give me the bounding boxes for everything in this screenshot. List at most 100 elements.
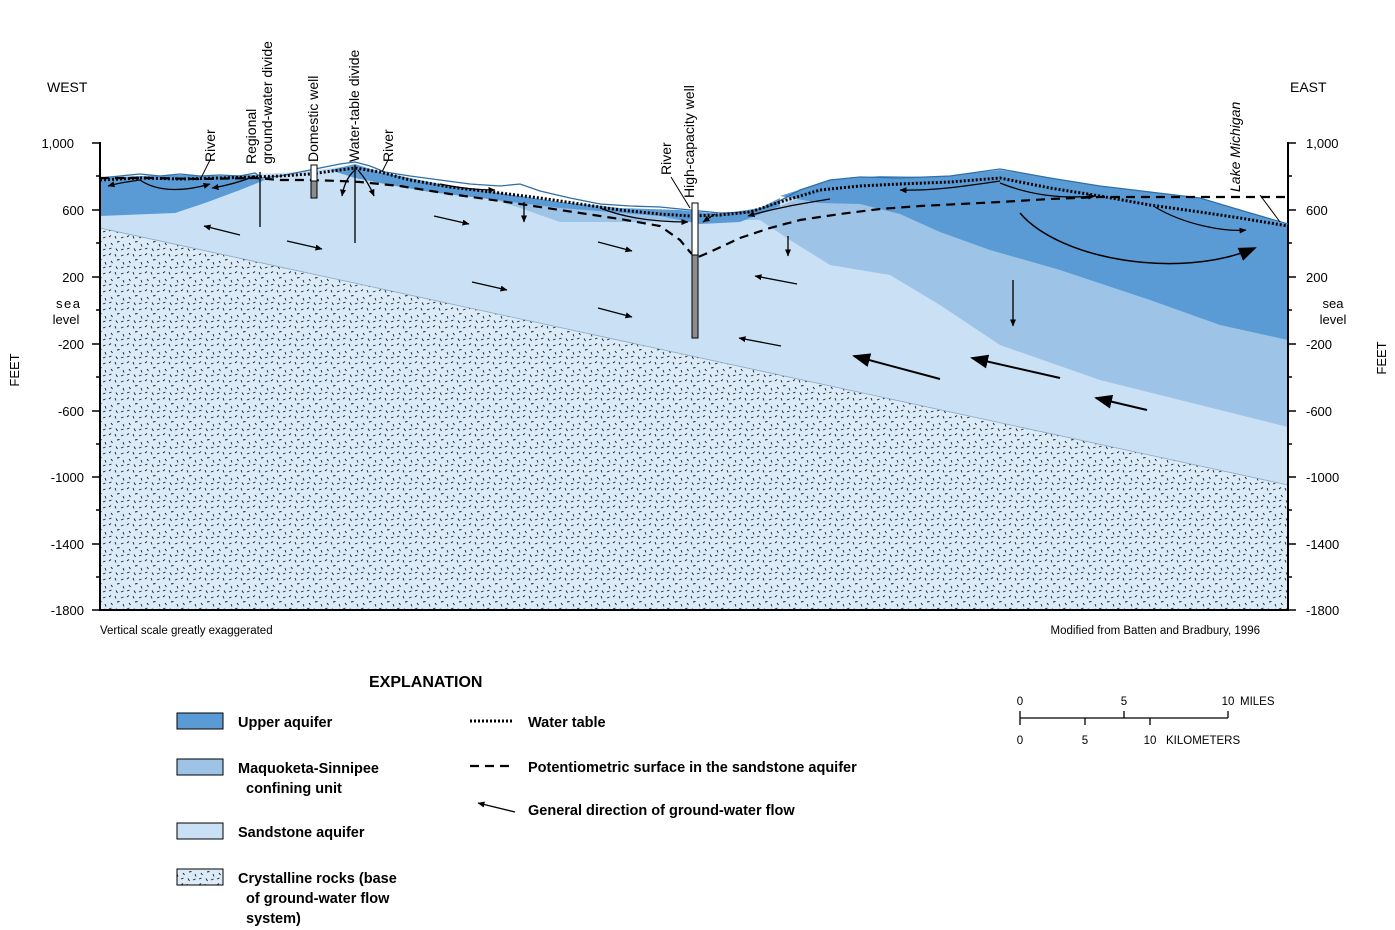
sea-level-left: sea bbox=[56, 296, 81, 311]
legend-label-crystalline-3: system) bbox=[246, 911, 301, 927]
flow-arrow-large bbox=[1094, 394, 1148, 411]
flow-arrow bbox=[433, 215, 470, 226]
lake-michigan-label: Lake Michigan bbox=[1227, 102, 1243, 192]
flow-arrow bbox=[471, 281, 508, 292]
scale-miles-unit: MILES bbox=[1240, 696, 1275, 708]
right-tick-labels: 1,000 600 200 -200 -600 -1000 -1400 -180… bbox=[1306, 136, 1339, 618]
scale-miles-5: 5 bbox=[1121, 696, 1127, 708]
flow-arrow-curved bbox=[599, 207, 689, 225]
flow-arrow bbox=[597, 241, 633, 253]
tick-neg1000-right: -1000 bbox=[1306, 470, 1339, 485]
right-sea-level: sea level bbox=[1320, 296, 1347, 327]
tick-neg1000: -1000 bbox=[51, 470, 84, 485]
flow-arrow bbox=[286, 240, 323, 251]
flow-arrows bbox=[107, 169, 1257, 411]
y-axis-title-right: FEET bbox=[1374, 341, 1389, 374]
tick-200-right: 200 bbox=[1306, 270, 1328, 285]
tick-600: 600 bbox=[62, 203, 84, 218]
scale-miles-10: 10 bbox=[1222, 696, 1235, 708]
tick-neg1800: -1800 bbox=[51, 603, 84, 618]
left-tick-labels: 1,000 600 200 -200 -600 -1000 -1400 -180… bbox=[41, 136, 84, 618]
tick-1000-right: 1,000 bbox=[1306, 136, 1339, 151]
footnote-source: Modified from Batten and Bradbury, 1996 bbox=[1051, 625, 1260, 637]
sea-level-right: sea bbox=[1323, 296, 1345, 311]
domestic-well-label: Domestic well bbox=[305, 76, 321, 162]
flow-arrow bbox=[738, 336, 782, 347]
explanation-title: EXPLANATION bbox=[369, 674, 482, 691]
legend-swatch-maquoketa bbox=[176, 758, 224, 776]
tick-600-right: 600 bbox=[1306, 203, 1328, 218]
flow-arrow-curved bbox=[340, 169, 356, 197]
river-label-3: River bbox=[658, 142, 674, 175]
flow-arrow-curved bbox=[211, 175, 256, 190]
scale-km-unit: KILOMETERS bbox=[1166, 735, 1240, 747]
river-label-1: River bbox=[202, 129, 218, 162]
high-capacity-well bbox=[691, 202, 699, 339]
footnote-vertical-scale: Vertical scale greatly exaggerated bbox=[100, 625, 273, 637]
legend-swatch-crystalline bbox=[176, 868, 224, 886]
tick-neg600-right: -600 bbox=[1306, 404, 1332, 419]
flow-arrow-curved bbox=[357, 169, 375, 197]
explanation: EXPLANATION Upper aquifer Maquoketa-Sinn… bbox=[176, 674, 857, 927]
legend-label-flow: General direction of ground-water flow bbox=[528, 803, 795, 819]
legend-swatch-sandstone bbox=[176, 822, 224, 840]
domestic-well bbox=[310, 164, 318, 199]
scale-bar: 0 5 10 MILES 0 5 10 KILOMETERS bbox=[1017, 696, 1275, 747]
tick-neg200-right: -200 bbox=[1306, 337, 1332, 352]
east-label: EAST bbox=[1290, 79, 1327, 95]
high-capacity-well-label: High-capacity well bbox=[681, 85, 697, 198]
left-axis bbox=[92, 142, 1296, 611]
legend-swatch-upper-aquifer bbox=[176, 712, 224, 730]
flow-arrow-curved bbox=[139, 179, 211, 191]
scale-km-0: 0 bbox=[1017, 735, 1023, 747]
geologic-units bbox=[99, 164, 1289, 610]
tick-neg600: -600 bbox=[58, 404, 84, 419]
tick-neg200: -200 bbox=[58, 337, 84, 352]
river-label-2: River bbox=[380, 129, 396, 162]
flow-arrow bbox=[754, 274, 798, 285]
water-table-divide-label: Water-table divide bbox=[346, 49, 362, 162]
regional-divide-label-2: ground-water divide bbox=[259, 41, 275, 164]
legend-label-water-table: Water table bbox=[528, 715, 606, 731]
west-label: WEST bbox=[47, 79, 88, 95]
tick-neg1800-right: -1800 bbox=[1306, 603, 1339, 618]
flow-arrow-large bbox=[852, 353, 941, 380]
left-sea-level: sea level bbox=[53, 296, 81, 327]
scale-km-10: 10 bbox=[1144, 735, 1157, 747]
sea-level-right-2: level bbox=[1320, 312, 1347, 327]
regional-divide-label-1: Regional bbox=[243, 109, 259, 164]
upper-aquifer-unit bbox=[780, 170, 1288, 340]
flow-arrow bbox=[597, 307, 633, 319]
tick-neg1400-right: -1400 bbox=[1306, 537, 1339, 552]
upper-aquifer-thin bbox=[330, 164, 780, 224]
tick-200: 200 bbox=[62, 270, 84, 285]
potentiometric-line bbox=[100, 176, 1288, 260]
legend-label-crystalline-1: Crystalline rocks (base bbox=[238, 871, 397, 887]
flow-arrow-curved bbox=[1154, 206, 1247, 234]
flow-arrow-curved bbox=[107, 179, 141, 188]
tick-1000: 1,000 bbox=[41, 136, 74, 151]
legend-symbol-flow bbox=[477, 801, 516, 813]
scale-km-5: 5 bbox=[1082, 735, 1088, 747]
flow-arrow-curved bbox=[747, 198, 831, 218]
flow-arrow-curved bbox=[899, 180, 1001, 194]
flow-arrow bbox=[203, 224, 241, 236]
legend-label-potentiometric: Potentiometric surface in the sandstone … bbox=[528, 760, 857, 776]
tick-neg1400: -1400 bbox=[51, 537, 84, 552]
legend-label-maquoketa-2: confining unit bbox=[246, 781, 342, 797]
feature-labels: River Regional ground-water divide Domes… bbox=[199, 41, 1281, 223]
y-axis-title-left: FEET bbox=[7, 353, 22, 386]
flow-arrow-curved bbox=[999, 182, 1096, 200]
scale-miles-0: 0 bbox=[1017, 696, 1023, 708]
crystalline-rocks-unit bbox=[100, 228, 1288, 610]
flow-arrow bbox=[702, 213, 716, 223]
flow-arrow-curved bbox=[439, 183, 496, 193]
legend-label-sandstone: Sandstone aquifer bbox=[238, 825, 365, 841]
legend-label-upper-aquifer: Upper aquifer bbox=[238, 715, 333, 731]
legend-label-maquoketa-1: Maquoketa-Sinnipee bbox=[238, 761, 379, 777]
legend-label-crystalline-2: of ground-water flow bbox=[246, 891, 390, 907]
flow-arrow-large bbox=[970, 354, 1061, 379]
water-table-line bbox=[99, 166, 1289, 228]
flow-arrow-curved bbox=[1019, 212, 1257, 265]
